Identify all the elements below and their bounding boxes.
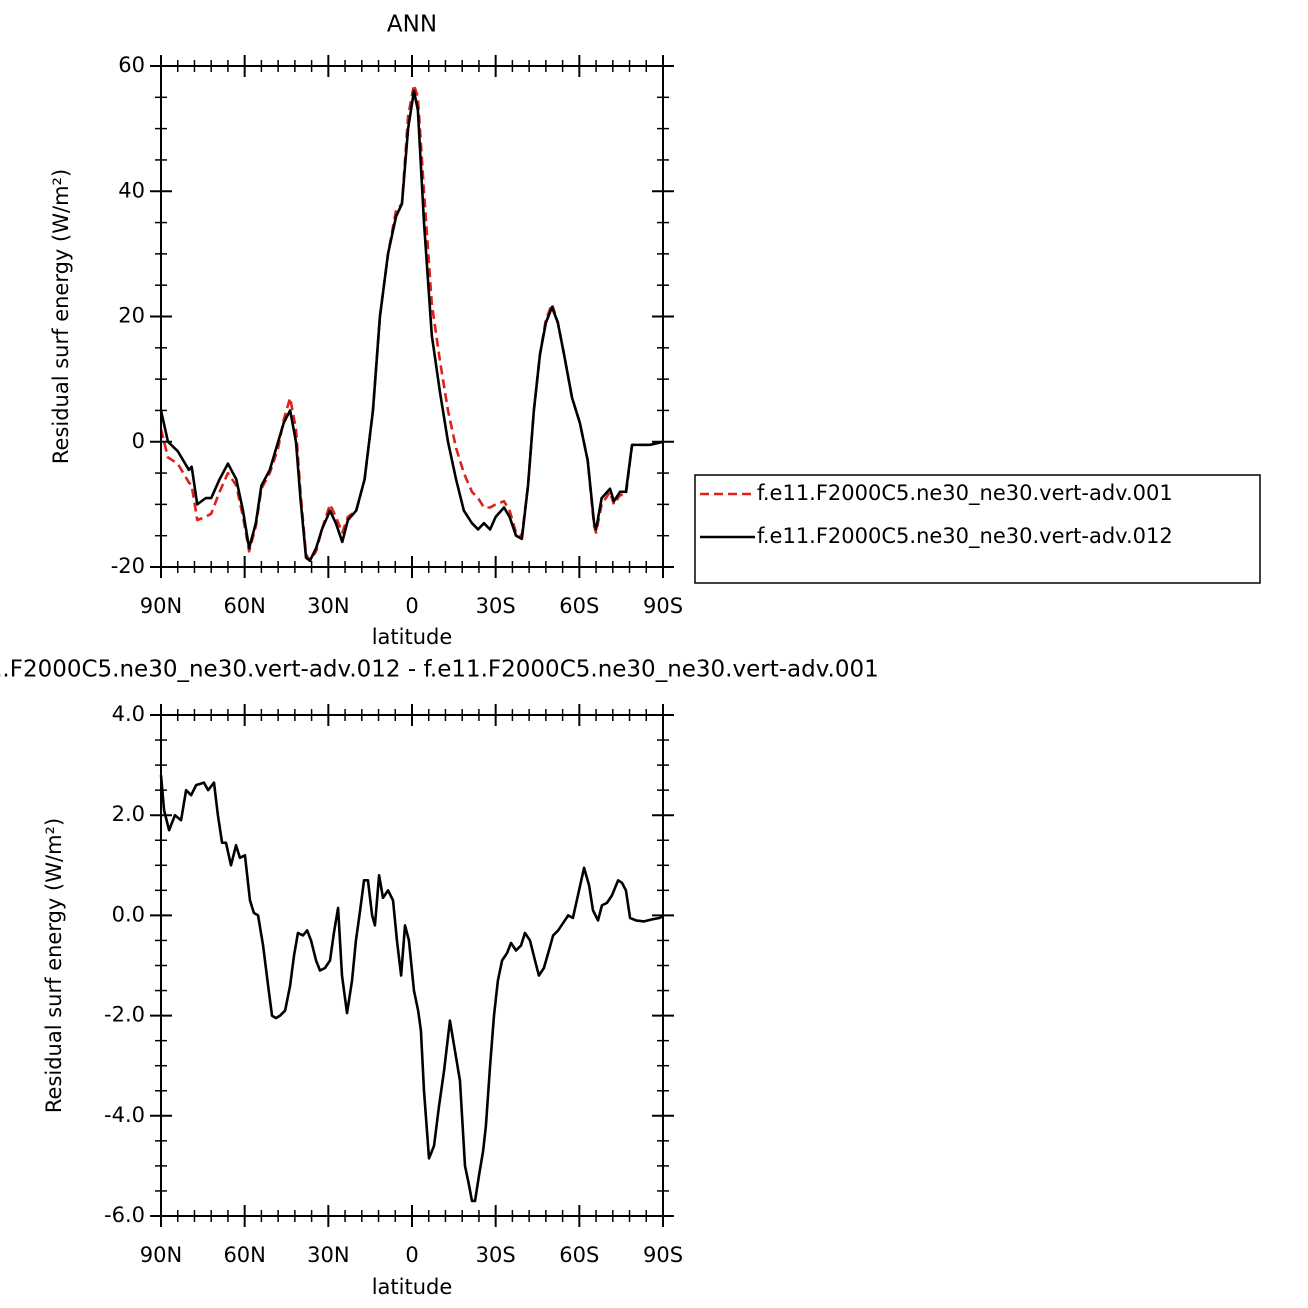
plot-frame (160, 65, 664, 568)
x-tick-label: 30N (307, 1243, 349, 1267)
y-tick-label: 0 (132, 429, 145, 453)
data-line (159, 775, 664, 1203)
x-tick-label: 90N (140, 1243, 182, 1267)
x-axis-label: latitude (372, 625, 453, 649)
x-tick-label: 0 (405, 594, 418, 618)
x-tick-label: 90S (643, 594, 683, 618)
y-tick-label: 2.0 (112, 802, 145, 826)
y-tick-label: 4.0 (112, 702, 145, 726)
legend-label: f.e11.F2000C5.ne30_ne30.vert-adv.012 (757, 524, 1173, 549)
legend-box (694, 474, 1261, 584)
y-tick-label: -6.0 (104, 1203, 145, 1227)
x-tick-label: 60N (223, 1243, 265, 1267)
y-axis-label: Residual surf energy (W/m²) (49, 169, 73, 464)
y-tick-label: 20 (118, 304, 145, 328)
y-tick-label: -4.0 (104, 1103, 145, 1127)
x-tick-label: 90N (140, 594, 182, 618)
data-line (159, 89, 664, 563)
y-tick-label: 40 (118, 178, 145, 202)
x-tick-label: 60S (559, 1243, 599, 1267)
y-tick-label: -20 (111, 554, 145, 578)
legend-label: f.e11.F2000C5.ne30_ne30.vert-adv.001 (757, 481, 1173, 506)
x-tick-label: 60S (559, 594, 599, 618)
data-line (159, 83, 664, 563)
x-tick-label: 30S (476, 594, 516, 618)
x-tick-label: 60N (223, 594, 265, 618)
x-tick-label: 90S (643, 1243, 683, 1267)
x-axis-label: latitude (372, 1275, 453, 1299)
x-tick-label: 30N (307, 594, 349, 618)
y-tick-label: 60 (118, 53, 145, 77)
x-tick-label: 30S (476, 1243, 516, 1267)
y-tick-label: 0.0 (112, 902, 145, 926)
y-tick-label: -2.0 (104, 1003, 145, 1027)
chart-title: ANN (387, 12, 437, 38)
y-axis-label: Residual surf energy (W/m²) (42, 818, 66, 1113)
x-tick-label: 0 (405, 1243, 418, 1267)
chart-title: f.e11.F2000C5.ne30_ne30.vert-adv.012 - f… (0, 657, 879, 683)
